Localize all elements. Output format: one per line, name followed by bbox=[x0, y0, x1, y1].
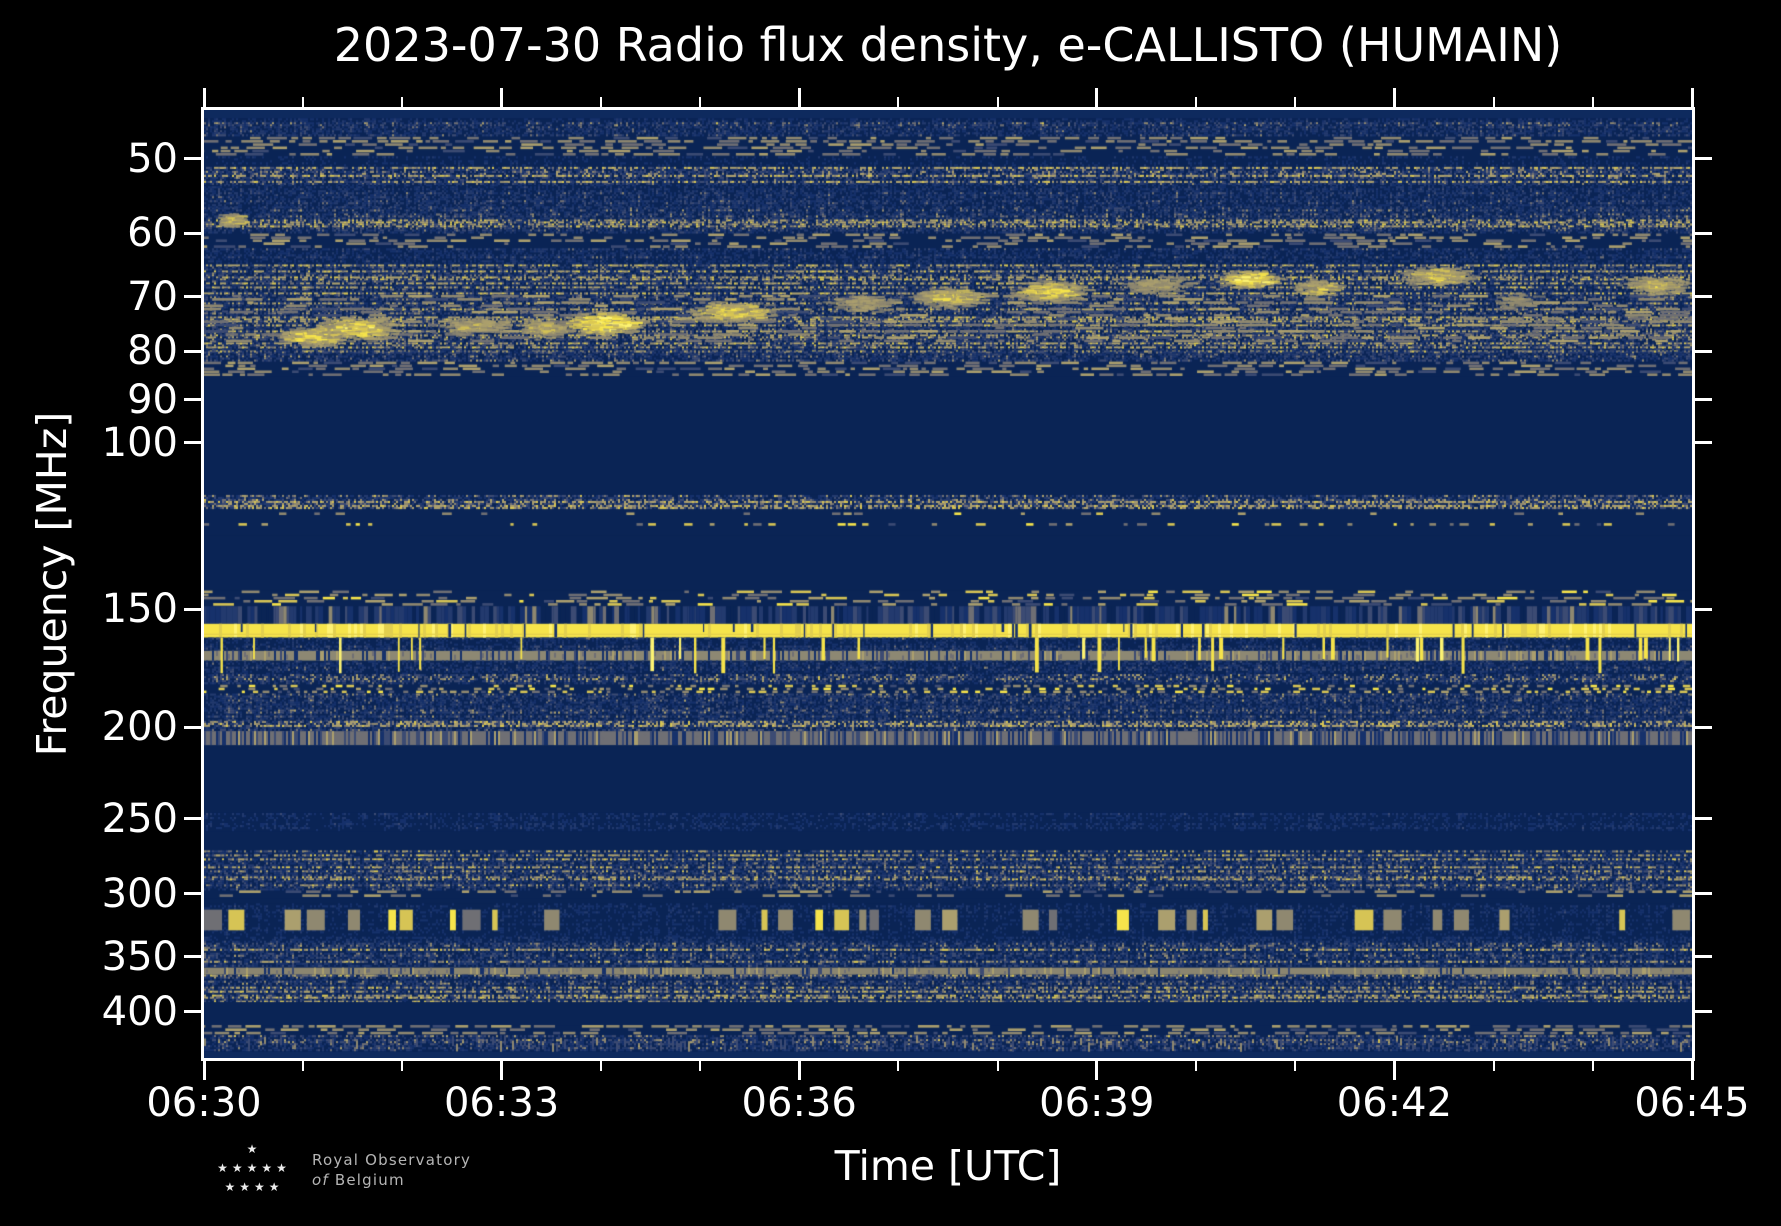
x-minor-tick bbox=[302, 1058, 305, 1071]
y-major-tick bbox=[184, 398, 204, 402]
x-minor-tick-top bbox=[699, 97, 701, 110]
x-major-tick-top bbox=[500, 88, 504, 110]
y-major-tick-right bbox=[1692, 398, 1712, 402]
y-major-tick-right bbox=[1692, 231, 1712, 235]
rob-logo-line2: of Belgium bbox=[312, 1170, 471, 1190]
x-tick-label: 06:39 bbox=[1039, 1080, 1155, 1126]
y-tick-label: 50 bbox=[127, 135, 178, 182]
x-minor-tick-top bbox=[1591, 97, 1594, 110]
x-major-tick-top bbox=[1392, 88, 1396, 110]
x-minor-tick bbox=[699, 1058, 701, 1071]
x-major-tick-top bbox=[1690, 88, 1694, 110]
y-major-tick-right bbox=[1692, 892, 1712, 896]
chart-title: 2023-07-30 Radio flux density, e-CALLIST… bbox=[333, 18, 1563, 72]
y-tick-label: 250 bbox=[101, 795, 178, 842]
x-minor-tick bbox=[1294, 1058, 1297, 1071]
x-tick-label: 06:36 bbox=[741, 1080, 857, 1126]
y-major-tick-right bbox=[1692, 441, 1712, 445]
y-major-tick-right bbox=[1692, 295, 1712, 299]
x-minor-tick bbox=[897, 1058, 900, 1071]
x-minor-tick-top bbox=[1294, 97, 1297, 110]
y-major-tick-right bbox=[1692, 817, 1712, 821]
y-major-tick-right bbox=[1692, 725, 1712, 729]
x-tick-label: 06:30 bbox=[146, 1080, 262, 1126]
y-major-tick bbox=[184, 349, 204, 353]
x-major-tick bbox=[1690, 1058, 1694, 1080]
x-minor-tick bbox=[1492, 1058, 1495, 1071]
x-major-tick bbox=[797, 1058, 801, 1080]
star-row: ★★★★ bbox=[224, 1180, 284, 1194]
x-major-tick-top bbox=[202, 88, 206, 110]
rob-logo-text: Royal Observatory of Belgium bbox=[312, 1150, 471, 1190]
rob-logo-of: of bbox=[312, 1171, 329, 1189]
rob-logo-line1: Royal Observatory bbox=[312, 1151, 472, 1169]
y-tick-label: 400 bbox=[101, 988, 178, 1035]
y-tick-label: 200 bbox=[101, 704, 178, 751]
y-tick-label: 90 bbox=[127, 376, 178, 423]
y-tick-label: 350 bbox=[101, 933, 178, 980]
y-tick-label: 70 bbox=[127, 273, 178, 320]
rob-logo-belgium: Belgium bbox=[334, 1171, 405, 1189]
x-tick-label: 06:33 bbox=[443, 1080, 560, 1126]
x-minor-tick-top bbox=[1492, 97, 1495, 110]
x-minor-tick-top bbox=[599, 97, 602, 110]
y-major-tick bbox=[184, 817, 204, 821]
x-tick-label: 06:42 bbox=[1336, 1080, 1453, 1126]
x-minor-tick-top bbox=[302, 97, 305, 110]
x-major-tick-top bbox=[797, 88, 801, 110]
x-major-tick bbox=[1392, 1058, 1396, 1080]
y-major-tick bbox=[184, 441, 204, 445]
y-tick-label: 300 bbox=[101, 870, 178, 917]
y-major-tick bbox=[184, 1010, 204, 1014]
y-major-tick bbox=[184, 231, 204, 235]
y-major-tick bbox=[184, 955, 204, 959]
spectrogram-canvas bbox=[204, 110, 1692, 1058]
y-major-tick-right bbox=[1692, 607, 1712, 611]
x-minor-tick bbox=[996, 1058, 999, 1071]
x-minor-tick bbox=[1195, 1058, 1197, 1071]
x-minor-tick-top bbox=[1195, 97, 1197, 110]
x-minor-tick bbox=[401, 1058, 404, 1071]
x-minor-tick-top bbox=[996, 97, 999, 110]
x-minor-tick-top bbox=[401, 97, 404, 110]
x-major-tick bbox=[500, 1058, 504, 1080]
x-major-tick bbox=[202, 1058, 206, 1080]
y-major-tick bbox=[184, 157, 204, 161]
star-row: ★★★★★ bbox=[217, 1161, 291, 1175]
y-major-tick bbox=[184, 892, 204, 896]
y-major-tick bbox=[184, 725, 204, 729]
y-tick-label: 100 bbox=[101, 419, 178, 466]
y-major-tick-right bbox=[1692, 157, 1712, 161]
x-tick-label: 06:45 bbox=[1634, 1080, 1750, 1126]
y-major-tick bbox=[184, 295, 204, 299]
y-major-tick-right bbox=[1692, 349, 1712, 353]
x-major-tick-top bbox=[1095, 88, 1099, 110]
rob-logo-stars-icon: ★ ★★★★★ ★★★★ bbox=[202, 1140, 306, 1197]
x-axis-label: Time [UTC] bbox=[834, 1142, 1062, 1190]
y-major-tick bbox=[184, 607, 204, 611]
y-major-tick-right bbox=[1692, 955, 1712, 959]
x-major-tick bbox=[1095, 1058, 1099, 1080]
x-minor-tick-top bbox=[897, 97, 900, 110]
star-row: ★ bbox=[246, 1142, 262, 1156]
x-minor-tick bbox=[599, 1058, 602, 1071]
x-minor-tick bbox=[1591, 1058, 1594, 1071]
y-tick-label: 150 bbox=[101, 586, 178, 633]
y-tick-label: 60 bbox=[127, 210, 178, 257]
y-major-tick-right bbox=[1692, 1010, 1712, 1014]
y-tick-label: 80 bbox=[127, 328, 178, 375]
